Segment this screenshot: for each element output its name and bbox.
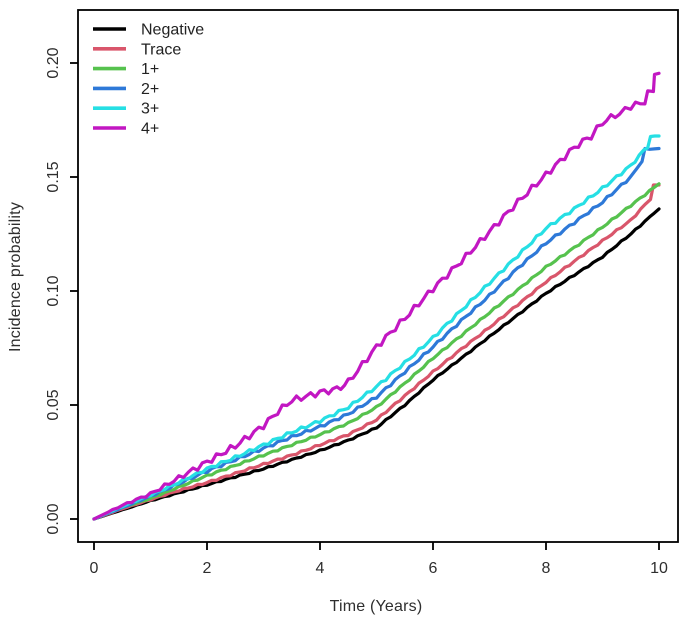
legend-label-Trace: Trace [141,41,181,58]
plot-frame [77,9,679,543]
curve-3+ [92,134,661,521]
curve-Trace [92,183,661,521]
legend-label-4+: 4+ [141,121,159,138]
x-tick-label: 4 [316,560,325,577]
y-tick-label: 0.10 [45,275,62,306]
x-tick-label: 6 [429,560,438,577]
y-tick-label: 0.20 [45,47,62,78]
y-tick-label: 0.05 [45,389,62,420]
legend: Negative Trace 1+ 2+ 3+ 4+ [93,22,204,138]
x-tick-label: 8 [542,560,551,577]
x-tick-label: 10 [650,560,668,577]
x-axis: 0 2 4 6 8 10 [90,542,668,577]
legend-label-3+: 3+ [141,101,159,118]
curve-Negative [92,207,661,521]
x-axis-title: Time (Years) [329,598,423,615]
legend-label-2+: 2+ [141,81,159,98]
y-tick-label: 0.15 [45,161,62,192]
curve-4+ [92,71,661,521]
curve-1+ [92,182,661,521]
x-tick-label: 2 [203,560,212,577]
legend-label-Negative: Negative [141,22,204,39]
x-tick-label: 0 [90,560,99,577]
curve-2+ [92,146,661,521]
y-axis: 0.00 0.05 0.10 0.15 0.20 [45,47,78,535]
legend-label-1+: 1+ [141,61,159,78]
y-axis-title: Incidence probability [7,201,24,353]
y-tick-label: 0.00 [45,503,62,534]
